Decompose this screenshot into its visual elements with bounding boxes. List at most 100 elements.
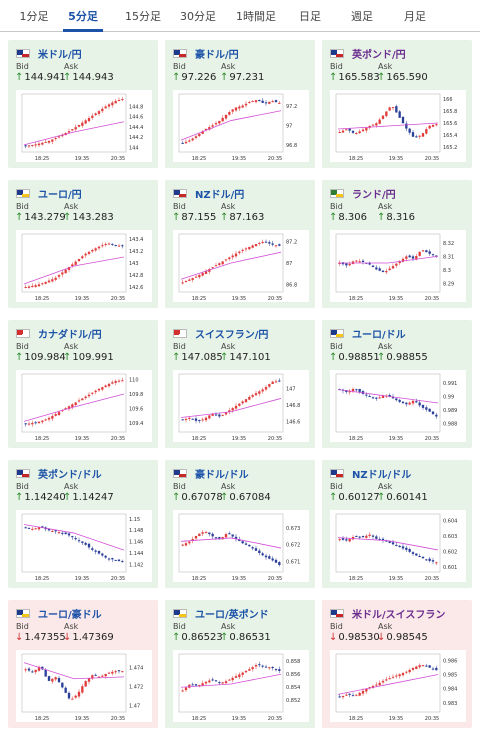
pair-name[interactable]: ユーロ/ドル [352, 329, 406, 341]
x-tick-label: 20:35 [111, 716, 125, 722]
pair-name[interactable]: 豪ドル/円 [195, 49, 239, 61]
candle [388, 395, 391, 397]
candle [261, 100, 264, 103]
rate-card[interactable]: 米ドル/スイスフラン Bid Ask ↓0.98530 ↓0.98545 0.983 0.9… [322, 600, 472, 728]
pair-name[interactable]: ランド/円 [352, 189, 396, 201]
mini-chart[interactable]: 146.6 146.8 147 18:25 19:35 20:35 [173, 370, 309, 442]
y-tick-label: 87 [286, 261, 292, 267]
candle [365, 689, 368, 692]
pair-name[interactable]: 英ポンド/ドル [38, 469, 102, 481]
candle [238, 403, 241, 406]
candle [121, 245, 124, 247]
arrow-down-icon: ↓ [63, 632, 72, 643]
mini-chart[interactable]: 1.142 1.144 1.146 1.148 1.15 18:25 19:35 20:35 [16, 510, 152, 582]
rate-card[interactable]: NZドル/円 Bid Ask ↑87.155 ↑87.163 86.8 87 87.2 18:2… [165, 180, 315, 308]
x-tick-label: 18:25 [35, 576, 49, 582]
mini-chart[interactable]: 0.988 0.989 0.99 0.991 18:25 19:35 20:35 [330, 370, 466, 442]
candle [34, 528, 37, 530]
rate-card[interactable]: ランド/円 Bid Ask ↑8.306 ↑8.316 8.29 8.3 8.31 8.32 18… [322, 180, 472, 308]
mini-chart[interactable]: 0.601 0.602 0.603 0.604 18:25 19:35 20:35 [330, 510, 466, 582]
y-tick-label: 165.4 [443, 133, 457, 139]
pair-name[interactable]: 米ドル/円 [38, 49, 82, 61]
candle [214, 680, 218, 682]
rate-card[interactable]: カナダドル/円 Bid Ask ↑109.984 ↑109.991 109.4 109.6 1… [8, 320, 158, 448]
tab-1min[interactable]: 1分足 [19, 10, 49, 23]
candle [87, 118, 91, 122]
pair-name[interactable]: スイスフラン/円 [195, 329, 269, 341]
candle [431, 668, 435, 670]
mini-chart[interactable]: 96.8 97 97.2 18:25 19:35 20:35 [173, 90, 309, 162]
candle [415, 666, 418, 670]
y-tick-label: 143.2 [129, 249, 143, 255]
bid-label: Bid [330, 342, 343, 351]
rate-card[interactable]: 英ポンド/円 Bid Ask ↑165.583 ↑165.590 165.2 165.4 16… [322, 40, 472, 168]
candle [27, 527, 31, 529]
pair-name[interactable]: ユーロ/円 [38, 189, 82, 201]
arrow-up-icon: ↑ [63, 352, 72, 363]
tab-30min[interactable]: 30分足 [180, 10, 216, 23]
pair-name[interactable]: カナダドル/円 [38, 329, 102, 341]
candle [254, 393, 258, 396]
candle [91, 675, 94, 679]
y-tick-label: 0.603 [443, 534, 457, 540]
pair-name[interactable]: 豪ドル/ドル [195, 469, 249, 481]
y-tick-label: 110 [129, 378, 139, 384]
x-tick-label: 18:25 [349, 436, 363, 442]
pair-name[interactable]: NZドル/ドル [352, 469, 412, 481]
moving-average-line [23, 662, 125, 680]
bid-value: ↑8.306 [329, 212, 368, 223]
tab-1hour[interactable]: 1時間足 [236, 10, 276, 23]
mini-chart[interactable]: 8.29 8.3 8.31 8.32 18:25 19:35 20:35 [330, 230, 466, 302]
candle [114, 671, 117, 673]
mini-chart[interactable]: 1.47 1.472 1.474 18:25 19:35 20:35 [16, 650, 152, 722]
rate-card[interactable]: 豪ドル/円 Bid Ask ↑97.226 ↑97.231 96.8 97 97.2 18:25… [165, 40, 315, 168]
y-tick-label: 0.989 [443, 408, 457, 414]
candle [421, 404, 425, 408]
pair-name[interactable]: NZドル/円 [195, 189, 245, 201]
candle [27, 145, 31, 147]
y-tick-label: 109.8 [129, 392, 143, 398]
rate-card[interactable]: 英ポンド/ドル Bid Ask ↑1.14240 ↑1.14247 1.142 1.144 1… [8, 460, 158, 588]
moving-average-line [180, 537, 282, 549]
mini-chart[interactable]: 0.983 0.984 0.985 0.986 18:25 19:35 20:35 [330, 650, 466, 722]
tab-5min[interactable]: 5分足 [63, 8, 103, 32]
candle [268, 101, 271, 104]
candle [104, 385, 107, 388]
tab-weekly[interactable]: 週足 [351, 10, 373, 23]
tab-monthly[interactable]: 月足 [404, 10, 426, 23]
mini-chart[interactable]: 109.4 109.6 109.8 110 18:25 19:35 20:35 [16, 370, 152, 442]
candle [405, 123, 408, 129]
tab-daily[interactable]: 日足 [299, 10, 321, 23]
candle [274, 245, 278, 247]
pair-name[interactable]: ユーロ/英ポンド [195, 609, 269, 621]
mini-chart[interactable]: 165.2 165.4 165.6 165.8 166 18:25 19:35 20:35 [330, 90, 466, 162]
rate-card[interactable]: 豪ドル/ドル Bid Ask ↑0.67078 ↑0.67084 0.671 0.672 0.… [165, 460, 315, 588]
candle [408, 669, 411, 673]
mini-chart[interactable]: 86.8 87 87.2 18:25 19:35 20:35 [173, 230, 309, 302]
candle [104, 673, 107, 677]
rate-card[interactable]: ユーロ/円 Bid Ask ↑143.279 ↑143.283 142.6 142.8 143… [8, 180, 158, 308]
mini-chart[interactable]: 144 144.2 144.4 144.6 144.8 18:25 19:35 20:35 [16, 90, 152, 162]
candle [218, 120, 221, 124]
mini-chart[interactable]: 142.6 142.8 143 143.2 143.4 18:25 19:35 20:35 [16, 230, 152, 302]
mini-chart[interactable]: 0.852 0.854 0.856 0.858 18:25 19:35 20:35 [173, 650, 309, 722]
candle [84, 120, 87, 124]
candle [117, 245, 121, 247]
rate-card[interactable]: ユーロ/英ポンド Bid Ask ↑0.86523 ↑0.86531 0.852 0.854… [165, 600, 315, 728]
pair-name[interactable]: 英ポンド/円 [352, 49, 406, 61]
pair-name[interactable]: ユーロ/豪ドル [38, 609, 102, 621]
arrow-up-icon: ↑ [377, 212, 386, 223]
pair-name[interactable]: 米ドル/スイスフラン [352, 609, 446, 621]
tab-15min[interactable]: 15分足 [125, 10, 161, 23]
rate-card[interactable]: ユーロ/豪ドル Bid Ask ↓1.47355 ↓1.47369 1.47 1.472 1.… [8, 600, 158, 728]
arrow-up-icon: ↑ [329, 492, 338, 503]
mini-chart[interactable]: 0.671 0.672 0.673 18:25 19:35 20:35 [173, 510, 309, 582]
rate-card[interactable]: 米ドル/円 Bid Ask ↑144.941 ↑144.943 144 144.2 144.4… [8, 40, 158, 168]
arrow-up-icon: ↑ [172, 632, 181, 643]
candlestick-chart: 0.671 0.672 0.673 18:25 19:35 20:35 [178, 513, 300, 582]
candle [184, 687, 188, 691]
rate-card[interactable]: ユーロ/ドル Bid Ask ↑0.98851 ↑0.98855 0.988 0.989 0.… [322, 320, 472, 448]
rate-card[interactable]: NZドル/ドル Bid Ask ↑0.60127 ↑0.60141 0.601 0.602 0… [322, 460, 472, 588]
rate-card[interactable]: スイスフラン/円 Bid Ask ↑147.085 ↑147.101 146.6 146.8… [165, 320, 315, 448]
candle [418, 402, 421, 406]
